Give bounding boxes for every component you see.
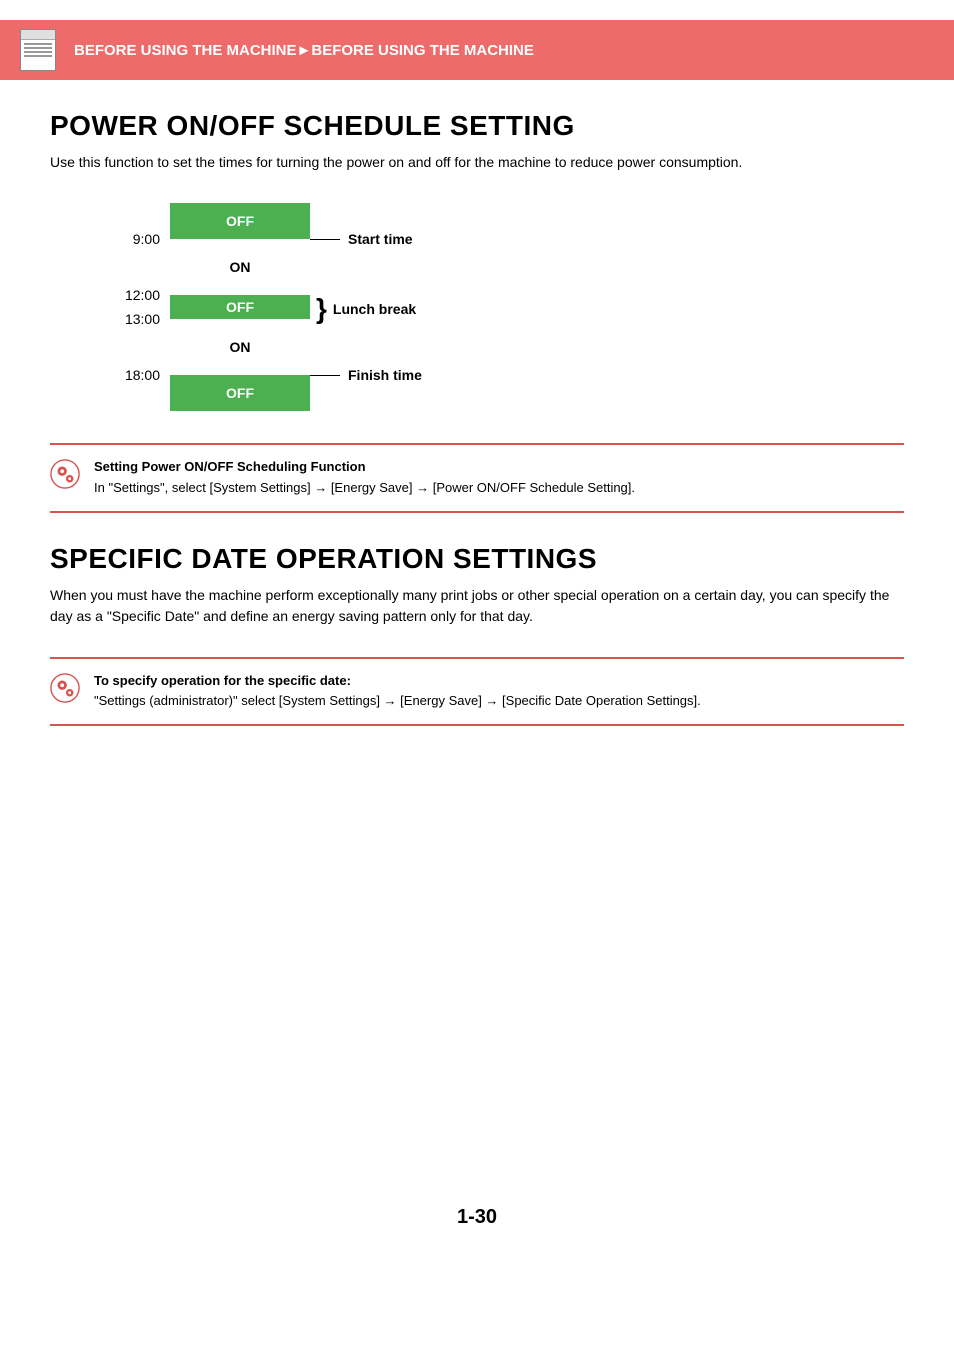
section1-title: POWER ON/OFF SCHEDULE SETTING	[50, 110, 904, 142]
time-2: 13:00	[125, 311, 160, 327]
label-lunch: } Lunch break	[310, 295, 416, 323]
note2-body: "Settings (administrator)" select [Syste…	[94, 691, 701, 712]
block-2: OFF	[170, 295, 310, 319]
note2-title: To specify operation for the specific da…	[94, 671, 701, 692]
time-1: 12:00	[125, 287, 160, 303]
breadcrumb-left: BEFORE USING THE MACHINE	[74, 42, 297, 59]
timeline-bar: OFF ON OFF ON OFF	[170, 203, 310, 413]
label-finish-text: Finish time	[348, 367, 422, 383]
brace-icon: }	[316, 295, 327, 323]
time-3: 18:00	[125, 367, 160, 383]
timeline-times: 9:00 12:00 13:00 18:00	[110, 203, 170, 413]
note-box-2: To specify operation for the specific da…	[50, 657, 904, 727]
label-finish: Finish time	[310, 367, 422, 383]
section1-intro: Use this function to set the times for t…	[50, 152, 904, 173]
content: POWER ON/OFF SCHEDULE SETTING Use this f…	[0, 80, 954, 1229]
connector-line	[310, 239, 340, 240]
block-1: ON	[170, 239, 310, 295]
block-4: OFF	[170, 375, 310, 411]
label-start: Start time	[310, 231, 413, 247]
block-3: ON	[170, 319, 310, 375]
note1-body: In "Settings", select [System Settings] …	[94, 478, 635, 499]
connector-line	[310, 375, 340, 376]
section2-title: SPECIFIC DATE OPERATION SETTINGS	[50, 543, 904, 575]
gear-icon	[50, 459, 80, 489]
timeline: 9:00 12:00 13:00 18:00 OFF ON OFF ON OFF…	[110, 203, 904, 413]
note1-title: Setting Power ON/OFF Scheduling Function	[94, 457, 635, 478]
note1-text: Setting Power ON/OFF Scheduling Function…	[94, 457, 635, 499]
page-number: 1-30	[50, 1206, 904, 1229]
breadcrumb-right: BEFORE USING THE MACHINE	[311, 42, 534, 59]
section2-intro: When you must have the machine perform e…	[50, 585, 904, 627]
header-bar: BEFORE USING THE MACHINE►BEFORE USING TH…	[0, 20, 954, 80]
printer-icon	[20, 29, 56, 71]
breadcrumb: BEFORE USING THE MACHINE►BEFORE USING TH…	[74, 42, 534, 59]
block-0: OFF	[170, 203, 310, 239]
gear-icon	[50, 673, 80, 703]
time-0: 9:00	[133, 231, 160, 247]
label-start-text: Start time	[348, 231, 413, 247]
note2-text: To specify operation for the specific da…	[94, 671, 701, 713]
timeline-labels: Start time } Lunch break Finish time	[310, 203, 904, 413]
label-lunch-text: Lunch break	[333, 301, 416, 317]
breadcrumb-sep: ►	[297, 42, 312, 59]
note-box-1: Setting Power ON/OFF Scheduling Function…	[50, 443, 904, 513]
